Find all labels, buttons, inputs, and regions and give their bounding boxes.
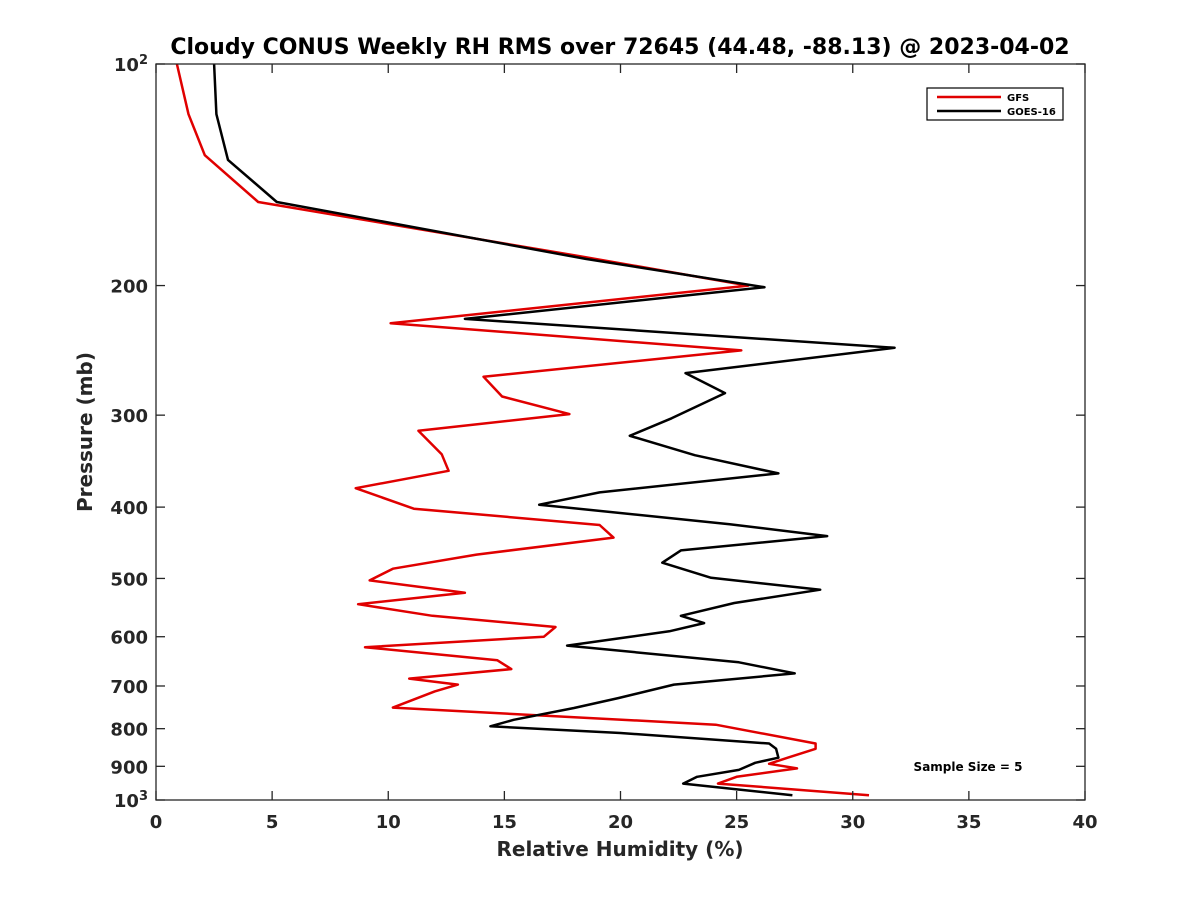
x-tick-label: 30 — [840, 812, 865, 833]
x-tick-label: 40 — [1072, 812, 1097, 833]
sample-size-annotation: Sample Size = 5 — [914, 760, 1023, 774]
y-tick-label: 400 — [110, 498, 148, 519]
series-line-gfs — [175, 63, 870, 797]
y-tick-label: 900 — [110, 757, 148, 778]
x-tick-label: 10 — [376, 812, 401, 833]
x-axis-title: Relative Humidity (%) — [496, 837, 743, 861]
legend-label-gfs: GFS — [1007, 93, 1029, 104]
y-tick-label: 800 — [110, 720, 148, 741]
y-tick-label: 200 — [110, 277, 148, 298]
x-axis: 0 5 10 15 20 25 30 35 40 — [150, 64, 1098, 833]
x-tick-label: 25 — [724, 812, 749, 833]
chart-title: Cloudy CONUS Weekly RH RMS over 72645 (4… — [170, 35, 1069, 60]
legend-label-goes16: GOES-16 — [1007, 107, 1056, 118]
legend: GFS GOES-16 — [926, 87, 1064, 121]
series-line-goes16 — [212, 63, 896, 797]
x-tick-label: 0 — [150, 812, 163, 833]
y-tick-label: 600 — [110, 628, 148, 649]
y-tick-label: 300 — [110, 406, 148, 427]
y-tick-label: 500 — [110, 569, 148, 590]
y-tick-label: 102 — [114, 53, 148, 77]
y-tick-label: 103 — [114, 789, 148, 813]
x-tick-label: 35 — [956, 812, 981, 833]
x-tick-label: 15 — [492, 812, 517, 833]
y-axis: 102 200 300 400 500 600 700 800 900 103 — [110, 53, 1085, 813]
y-tick-label: 700 — [110, 677, 148, 698]
series-layer — [175, 63, 896, 797]
x-tick-label: 20 — [608, 812, 633, 833]
y-axis-title: Pressure (mb) — [73, 352, 97, 512]
legend-box — [926, 87, 1064, 121]
x-tick-label: 5 — [266, 812, 279, 833]
